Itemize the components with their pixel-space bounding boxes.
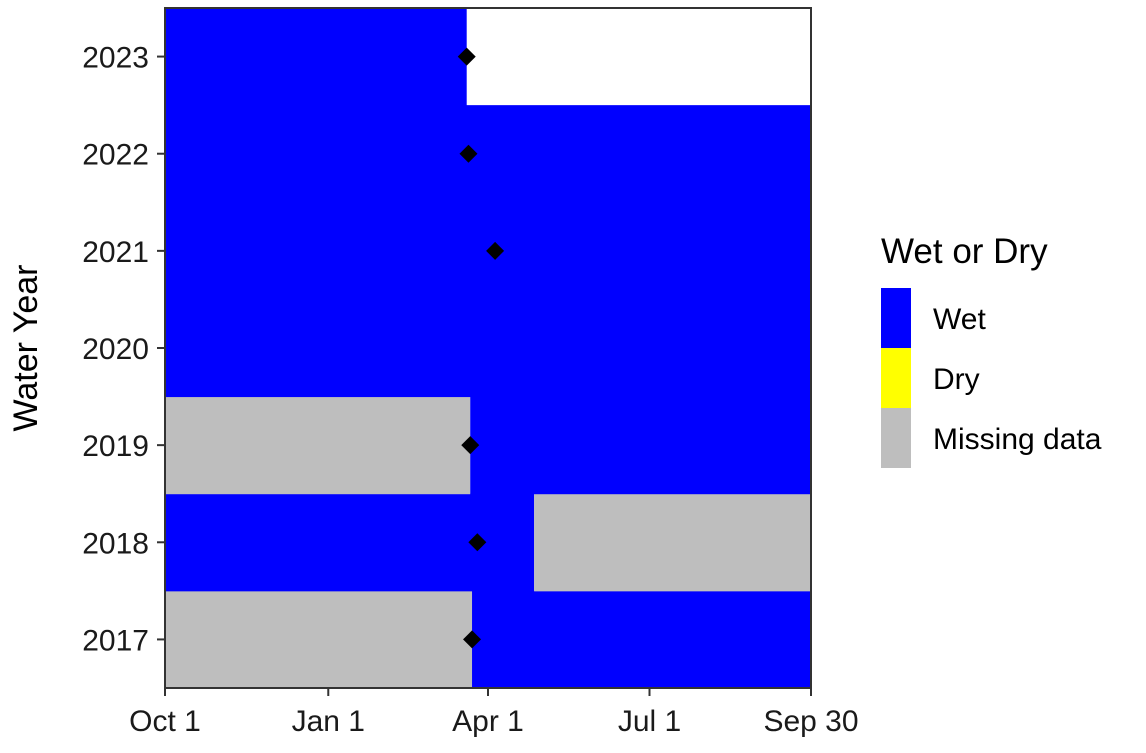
y-tick-label-2020: 2020: [82, 333, 149, 366]
tile-2017-missing-0: [165, 590, 473, 689]
y-tick-label-2017: 2017: [82, 624, 149, 657]
legend-label-wet: Wet: [933, 303, 986, 336]
tile-2019-wet-5: [470, 396, 811, 495]
tile-2018-missing-3: [534, 493, 811, 592]
x-tick-label-1: Jan 1: [292, 705, 365, 738]
marker-2021: [486, 241, 505, 260]
x-tick-label-0: Oct 1: [129, 705, 201, 738]
y-tick-label-2018: 2018: [82, 527, 149, 560]
x-axis: Oct 1 Jan 1 Apr 1 Jul 1 Sep 30: [129, 688, 859, 738]
tile-2022-wet-8: [165, 105, 811, 203]
tile-2020-wet-6: [165, 299, 811, 398]
y-axis-title: Water Year: [7, 265, 45, 432]
legend-label-missing: Missing data: [933, 423, 1102, 456]
x-tick-label-2: Apr 1: [452, 705, 524, 738]
legend-key-missing: [881, 408, 911, 468]
legend-title: Wet or Dry: [881, 232, 1048, 271]
y-tick-label-2022: 2022: [82, 139, 149, 172]
legend-key-dry: [881, 348, 911, 408]
y-tick-label-2021: 2021: [82, 236, 149, 269]
marker-2018: [468, 533, 487, 552]
plot-area: [165, 8, 811, 689]
tile-2023-wet-9: [165, 8, 467, 106]
legend-label-dry: Dry: [933, 363, 980, 396]
marker-2023: [457, 47, 476, 66]
marker-2017: [463, 630, 482, 649]
x-tick-label-4: Sep 30: [763, 705, 858, 738]
legend: Wet or Dry Wet Dry Missing data: [881, 232, 1102, 468]
y-tick-label-2019: 2019: [82, 430, 149, 463]
y-axis: 2017 2018 2019 2020 2021 2022 2023: [82, 42, 165, 657]
x-tick-label-3: Jul 1: [618, 705, 681, 738]
tile-2019-missing-4: [165, 396, 471, 495]
marker-2022: [459, 144, 478, 163]
y-tick-label-2023: 2023: [82, 42, 149, 75]
legend-key-wet: [881, 288, 911, 348]
marker-2019: [461, 436, 480, 455]
marker-layer: [457, 47, 505, 649]
tile-2017-wet-1: [472, 590, 811, 689]
